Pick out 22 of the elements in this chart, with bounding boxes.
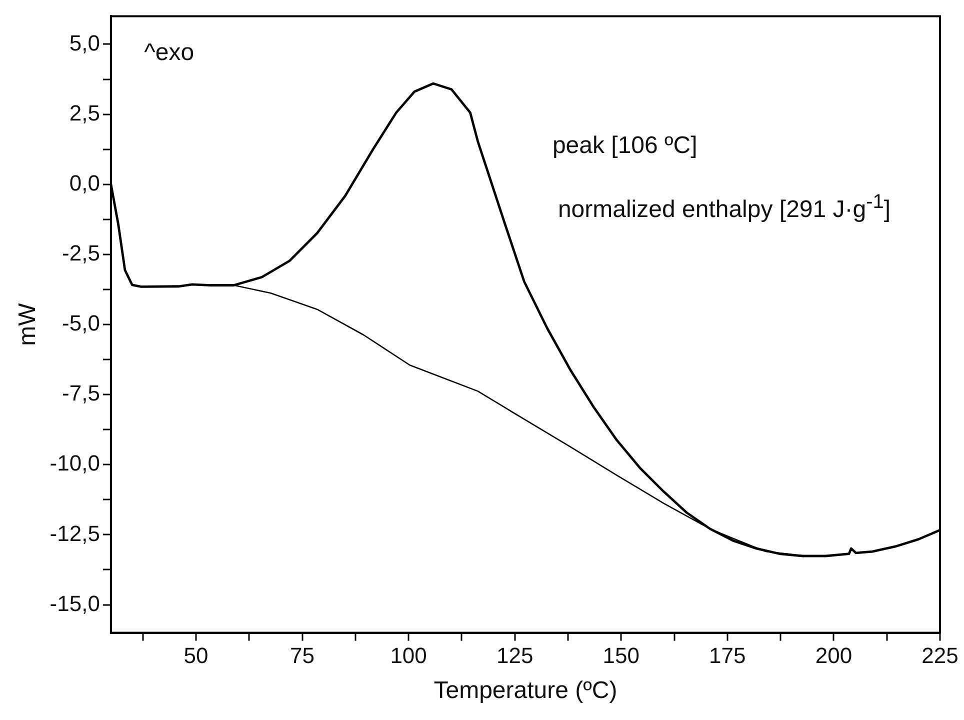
y-axis-title: mW: [14, 302, 42, 346]
x-tick-label: 150: [602, 643, 640, 668]
y-tick-label: -10,0: [50, 450, 100, 476]
y-tick-label: -5,0: [62, 310, 100, 336]
x-axis-title: Temperature (ºC): [434, 677, 618, 704]
x-tick-label: 100: [390, 643, 427, 668]
x-tick-label: 50: [184, 643, 208, 668]
annotation: peak [106 ºC]: [552, 132, 698, 160]
x-tick-label: 225: [922, 643, 958, 668]
annotation: normalized enthalpy [291 J·g$^{-1}$]: [558, 190, 891, 224]
x-tick-label: 125: [496, 643, 534, 668]
y-tick-label: -12,5: [50, 520, 100, 546]
x-tick-label: 200: [815, 643, 852, 668]
y-tick-label: 0,0: [69, 170, 100, 196]
y-tick-label: 2,5: [69, 100, 100, 126]
y-tick-label: -15,0: [50, 590, 100, 616]
annotation: ^exo: [144, 39, 194, 68]
y-tick-label: -2,5: [62, 240, 100, 266]
y-tick-label: 5,0: [69, 30, 100, 56]
x-tick-label: 75: [290, 643, 315, 668]
x-tick-label: 175: [709, 643, 746, 668]
y-tick-label: -7,5: [62, 380, 100, 406]
